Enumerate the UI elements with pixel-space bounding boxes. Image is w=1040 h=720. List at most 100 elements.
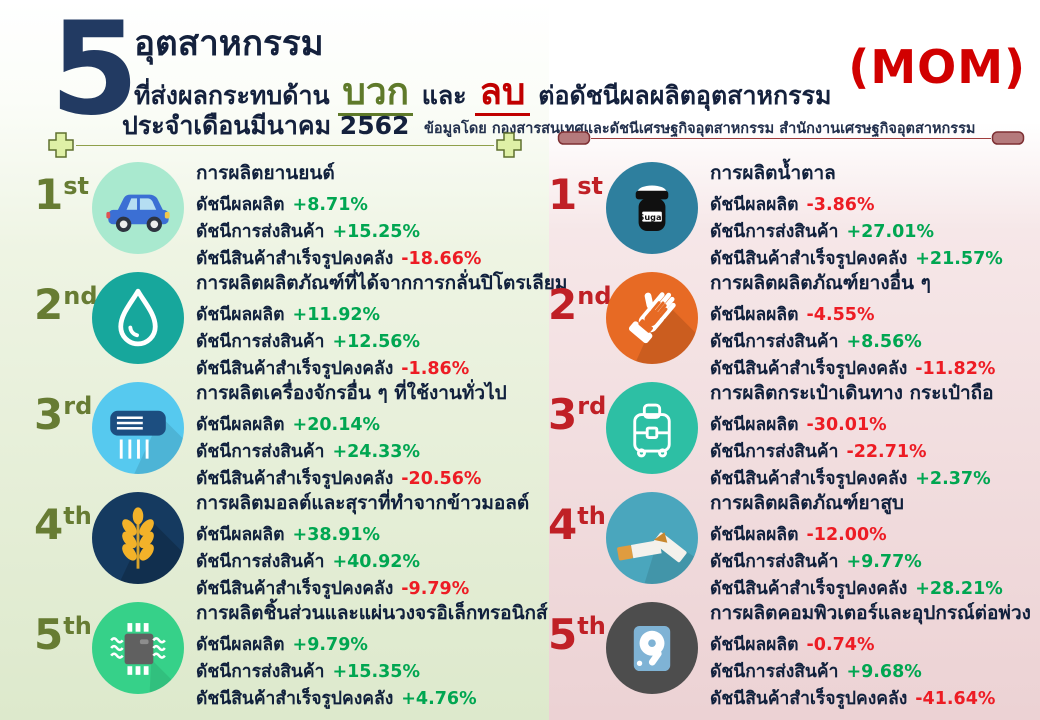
inventory-value: -18.66% xyxy=(401,249,482,270)
shipment-value: +15.35% xyxy=(332,662,420,683)
big-number-5: 5 xyxy=(50,0,140,144)
shipment-value: +15.25% xyxy=(332,222,420,243)
metric-label: ดัชนีสินค้าสำเร็จรูปคงคลัง xyxy=(710,689,908,710)
list-item: 4th การผลิตมอลต์และสุราที่ทำจากข้าวมอลต์… xyxy=(34,486,548,599)
industry-title: การผลิตผลิตภัณฑ์ที่ได้จากการกลั่นปิโตรเล… xyxy=(196,272,568,294)
industry-info: การผลิตน้ำตาล ดัชนีผลผลิต -3.86% ดัชนีการ… xyxy=(710,156,1003,273)
inventory-value: -9.79% xyxy=(401,579,470,600)
metric-label: ดัชนีผลผลิต xyxy=(196,305,285,325)
shipment-value: +9.77% xyxy=(846,552,922,573)
list-item: 5th การผลิตชิ้นส่วนและแผ่นวงจรอิเล็กทรอน… xyxy=(34,596,548,710)
positive-industries-list: 1st การผลิตยานยนต์ ดัชนีผลผลิต +8.71% ดัช… xyxy=(34,156,567,710)
conjunction: และ xyxy=(421,81,467,110)
rank-label: 2nd xyxy=(34,280,98,329)
metric-label: ดัชนีการส่งสินค้า xyxy=(196,332,325,353)
list-item: 1st Sugar การผลิตน้ำตาล ดัชนีผลผลิต -3.86… xyxy=(548,156,1038,269)
shipment-value: +24.33% xyxy=(332,442,420,463)
subtitle-prefix: ที่ส่งผลกระทบด้าน xyxy=(134,81,330,110)
inventory-value: -41.64% xyxy=(915,689,996,710)
positive-divider xyxy=(46,130,524,160)
shipment-value: +9.68% xyxy=(846,662,922,683)
shipment-value: -22.71% xyxy=(846,442,927,463)
rubber-glove-icon xyxy=(606,272,698,364)
production-value: +38.91% xyxy=(292,525,381,545)
shipment-value: +12.56% xyxy=(332,332,420,353)
metric-label: ดัชนีสินค้าสำเร็จรูปคงคลัง xyxy=(196,249,394,270)
rank-label: 1st xyxy=(34,170,89,219)
inventory-value: +2.37% xyxy=(915,469,991,490)
metric-label: ดัชนีการส่งสินค้า xyxy=(196,552,325,573)
inventory-value: -1.86% xyxy=(401,359,470,380)
industry-info: การผลิตผลิตภัณฑ์ที่ได้จากการกลั่นปิโตรเล… xyxy=(196,266,567,383)
sugar-jar-icon: Sugar xyxy=(606,162,698,254)
industry-info: การผลิตคอมพิวเตอร์และอุปกรณ์ต่อพ่วง ดัชน… xyxy=(710,596,1031,713)
industry-info: การผลิตมอลต์และสุราที่ทำจากข้าวมอลต์ ดัช… xyxy=(196,486,529,603)
list-item: 4th การผลิตผลิตภัณฑ์ยาสูบ ดัชนีผลผลิต -12… xyxy=(548,486,1038,599)
metric-label: ดัชนีผลผลิต xyxy=(710,525,799,545)
industry-title: การผลิตน้ำตาล xyxy=(710,162,836,184)
industry-title: การผลิตชิ้นส่วนและแผ่นวงจรอิเล็กทรอนิกส์ xyxy=(196,602,548,624)
hard-disk-icon xyxy=(606,602,698,694)
inventory-value: +21.57% xyxy=(915,249,1003,270)
negative-industries-list: 1st Sugar การผลิตน้ำตาล ดัชนีผลผลิต -3.86… xyxy=(548,156,1038,709)
metric-label: ดัชนีการส่งสินค้า xyxy=(196,222,325,243)
production-value: -12.00% xyxy=(806,525,887,545)
production-value: +8.71% xyxy=(292,195,368,215)
metric-label: ดัชนีสินค้าสำเร็จรูปคงคลัง xyxy=(196,579,394,600)
metric-label: ดัชนีสินค้าสำเร็จรูปคงคลัง xyxy=(196,689,394,710)
metric-label: ดัชนีผลผลิต xyxy=(196,195,285,215)
production-value: -30.01% xyxy=(806,415,887,435)
industry-info: การผลิตกระเป๋าเดินทาง กระเป๋าถือ ดัชนีผล… xyxy=(710,376,994,493)
page-subtitle: ที่ส่งผลกระทบด้าน บวก และ ลบ ต่อดัชนีผลผ… xyxy=(134,62,831,121)
industry-title: การผลิตผลิตภัณฑ์ยาสูบ xyxy=(710,492,904,514)
inventory-value: +28.21% xyxy=(915,579,1003,600)
negative-divider xyxy=(557,130,1025,146)
metric-label: ดัชนีสินค้าสำเร็จรูปคงคลัง xyxy=(710,469,908,490)
air-conditioner-icon xyxy=(92,382,184,474)
metric-label: ดัชนีผลผลิต xyxy=(710,415,799,435)
minus-icon xyxy=(557,131,591,145)
inventory-value: -20.56% xyxy=(401,469,482,490)
metric-label: ดัชนีการส่งสินค้า xyxy=(710,662,839,683)
production-value: +11.92% xyxy=(292,305,381,325)
metric-label: ดัชนีสินค้าสำเร็จรูปคงคลัง xyxy=(710,249,908,270)
svg-text:Sugar: Sugar xyxy=(639,212,666,222)
list-item: 2nd xyxy=(548,266,1038,379)
cigarette-icon xyxy=(606,492,698,584)
metric-label: ดัชนีการส่งสินค้า xyxy=(710,332,839,353)
divider-line xyxy=(591,137,991,139)
inventory-value: -11.82% xyxy=(915,359,996,380)
metric-label: ดัชนีผลผลิต xyxy=(710,305,799,325)
negative-word: ลบ xyxy=(475,70,530,116)
metric-label: ดัชนีผลผลิต xyxy=(196,415,285,435)
inventory-value: +4.76% xyxy=(401,689,477,710)
metric-label: ดัชนีการส่งสินค้า xyxy=(710,552,839,573)
metric-label: ดัชนีสินค้าสำเร็จรูปคงคลัง xyxy=(710,359,908,380)
wheat-icon xyxy=(92,492,184,584)
metric-label: ดัชนีผลผลิต xyxy=(710,195,799,215)
plus-icon xyxy=(496,132,522,158)
oil-drop-icon xyxy=(92,272,184,364)
list-item: 3rd การผลิตกระเป๋าเดินทาง กระเป๋าถือ ดัช… xyxy=(548,376,1038,489)
page-title: อุตสาหกรรม xyxy=(134,24,324,64)
production-value: -4.55% xyxy=(806,305,875,325)
chip-icon xyxy=(92,602,184,694)
luggage-icon xyxy=(606,382,698,474)
metric-label: ดัชนีสินค้าสำเร็จรูปคงคลัง xyxy=(710,579,908,600)
metric-label: ดัชนีสินค้าสำเร็จรูปคงคลัง xyxy=(196,469,394,490)
rank-label: 2nd xyxy=(548,280,612,329)
shipment-value: +8.56% xyxy=(846,332,922,353)
metric-label: ดัชนีผลผลิต xyxy=(710,635,799,655)
mom-label: (MOM) xyxy=(848,40,1026,94)
positive-word: บวก xyxy=(338,70,414,116)
industry-info: การผลิตผลิตภัณฑ์ยางอื่น ๆ ดัชนีผลผลิต -4.… xyxy=(710,266,995,383)
production-value: -0.74% xyxy=(806,635,875,655)
production-value: -3.86% xyxy=(806,195,875,215)
industry-info: การผลิตผลิตภัณฑ์ยาสูบ ดัชนีผลผลิต -12.00%… xyxy=(710,486,1003,603)
period-label: ประจำเดือนมีนาคม 2562 xyxy=(122,111,410,140)
metric-label: ดัชนีการส่งสินค้า xyxy=(710,222,839,243)
metric-label: ดัชนีการส่งสินค้า xyxy=(196,442,325,463)
production-value: +20.14% xyxy=(292,415,381,435)
plus-icon xyxy=(48,132,74,158)
industry-title: การผลิตผลิตภัณฑ์ยางอื่น ๆ xyxy=(710,272,931,294)
